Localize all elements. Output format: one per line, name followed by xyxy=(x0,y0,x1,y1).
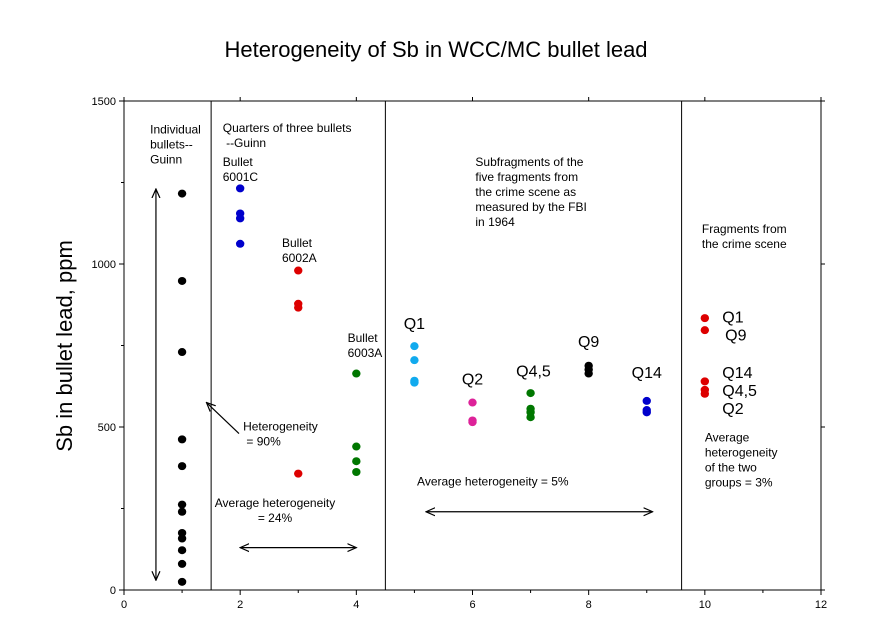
data-point xyxy=(177,189,187,198)
x-tick-label: 8 xyxy=(586,599,592,611)
y-tick-label: 0 xyxy=(110,585,116,597)
label-q9-mid: Q9 xyxy=(578,334,599,351)
y-axis-ticks: 0 500 1000 1500 xyxy=(92,96,825,597)
y-tick-label: 500 xyxy=(98,422,116,434)
section-dividers xyxy=(210,101,683,590)
y-axis-label: Sb in bullet lead, ppm xyxy=(52,240,77,452)
data-point xyxy=(526,389,535,398)
ann-avg-het-5: Average heterogeneity = 5% xyxy=(417,475,569,489)
x-tick-label: 10 xyxy=(699,599,711,611)
data-point xyxy=(294,266,303,275)
data-point xyxy=(468,398,477,407)
label-q14-right: Q14 xyxy=(722,365,752,382)
arrow-heterogeneity-pointer xyxy=(206,403,240,434)
data-point xyxy=(410,342,419,351)
y-tick-label: 1000 xyxy=(92,259,116,271)
data-point xyxy=(468,418,477,427)
data-point xyxy=(526,413,535,422)
data-point xyxy=(177,546,187,555)
data-point xyxy=(177,435,187,444)
data-point xyxy=(177,500,187,509)
data-point xyxy=(235,184,245,193)
data-point xyxy=(177,348,187,357)
ann-avg-het-24: Average heterogeneity = 24% xyxy=(215,496,336,525)
ann-bullet-6001c: Bullet 6001C xyxy=(223,155,259,184)
data-point xyxy=(700,314,710,323)
ann-subfragments: Subfragments of the five fragments from th… xyxy=(475,155,586,229)
x-tick-label: 12 xyxy=(815,599,827,611)
ann-bullet-6002a: Bullet 6002A xyxy=(282,236,317,265)
data-point xyxy=(177,276,187,285)
data-point xyxy=(177,559,187,568)
data-point xyxy=(700,389,710,398)
data-point xyxy=(294,469,303,478)
ann-fragments: Fragments from the crime scene xyxy=(702,222,787,251)
ann-quarters: Quarters of three bullets --Guinn xyxy=(223,121,352,150)
label-q2-right: Q2 xyxy=(722,401,743,418)
data-point xyxy=(177,528,187,537)
label-q1-right: Q1 xyxy=(722,310,743,327)
data-point xyxy=(410,356,419,365)
ann-individual-bullets: Individual bullets--Guinn xyxy=(150,123,201,167)
annotation-arrows xyxy=(156,189,653,580)
x-tick-label: 0 xyxy=(121,599,127,611)
x-tick-label: 2 xyxy=(237,599,243,611)
data-point xyxy=(352,457,361,466)
data-point xyxy=(584,369,593,378)
label-q14-mid: Q14 xyxy=(632,365,662,382)
label-q1-mid: Q1 xyxy=(404,316,425,333)
data-point xyxy=(700,377,710,386)
data-point xyxy=(235,214,245,223)
data-point xyxy=(352,467,361,476)
data-point xyxy=(177,507,187,516)
label-q2-mid: Q2 xyxy=(462,372,483,389)
x-axis-ticks: 0 2 4 6 8 10 12 xyxy=(121,97,827,611)
y-tick-label: 1500 xyxy=(92,96,116,108)
chart-annotations: Individual bullets--Guinn Quarters of thre… xyxy=(150,121,787,525)
x-tick-label: 6 xyxy=(469,599,475,611)
data-point xyxy=(177,534,187,543)
x-tick-label: 4 xyxy=(353,599,359,611)
data-point xyxy=(410,378,419,387)
ann-heterogeneity-90: Heterogeneity = 90% xyxy=(243,419,318,448)
data-point xyxy=(642,408,651,417)
ann-bullet-6003a: Bullet 6003A xyxy=(348,331,383,360)
label-q45-mid: Q4,5 xyxy=(516,363,551,380)
data-point xyxy=(235,239,245,248)
data-point xyxy=(294,303,303,312)
chart-title: Heterogeneity of Sb in WCC/MC bullet lea… xyxy=(224,37,647,62)
data-point xyxy=(177,462,187,471)
data-point xyxy=(352,442,361,451)
label-q9-right: Q9 xyxy=(725,328,746,345)
ann-avg-het-3: Average heterogeneity of the two groups = 3… xyxy=(705,431,778,490)
data-point xyxy=(177,577,187,586)
label-q45-right: Q4,5 xyxy=(722,383,757,400)
data-point xyxy=(352,369,361,378)
data-point xyxy=(642,396,651,405)
data-points xyxy=(177,184,710,586)
data-point xyxy=(700,326,710,335)
